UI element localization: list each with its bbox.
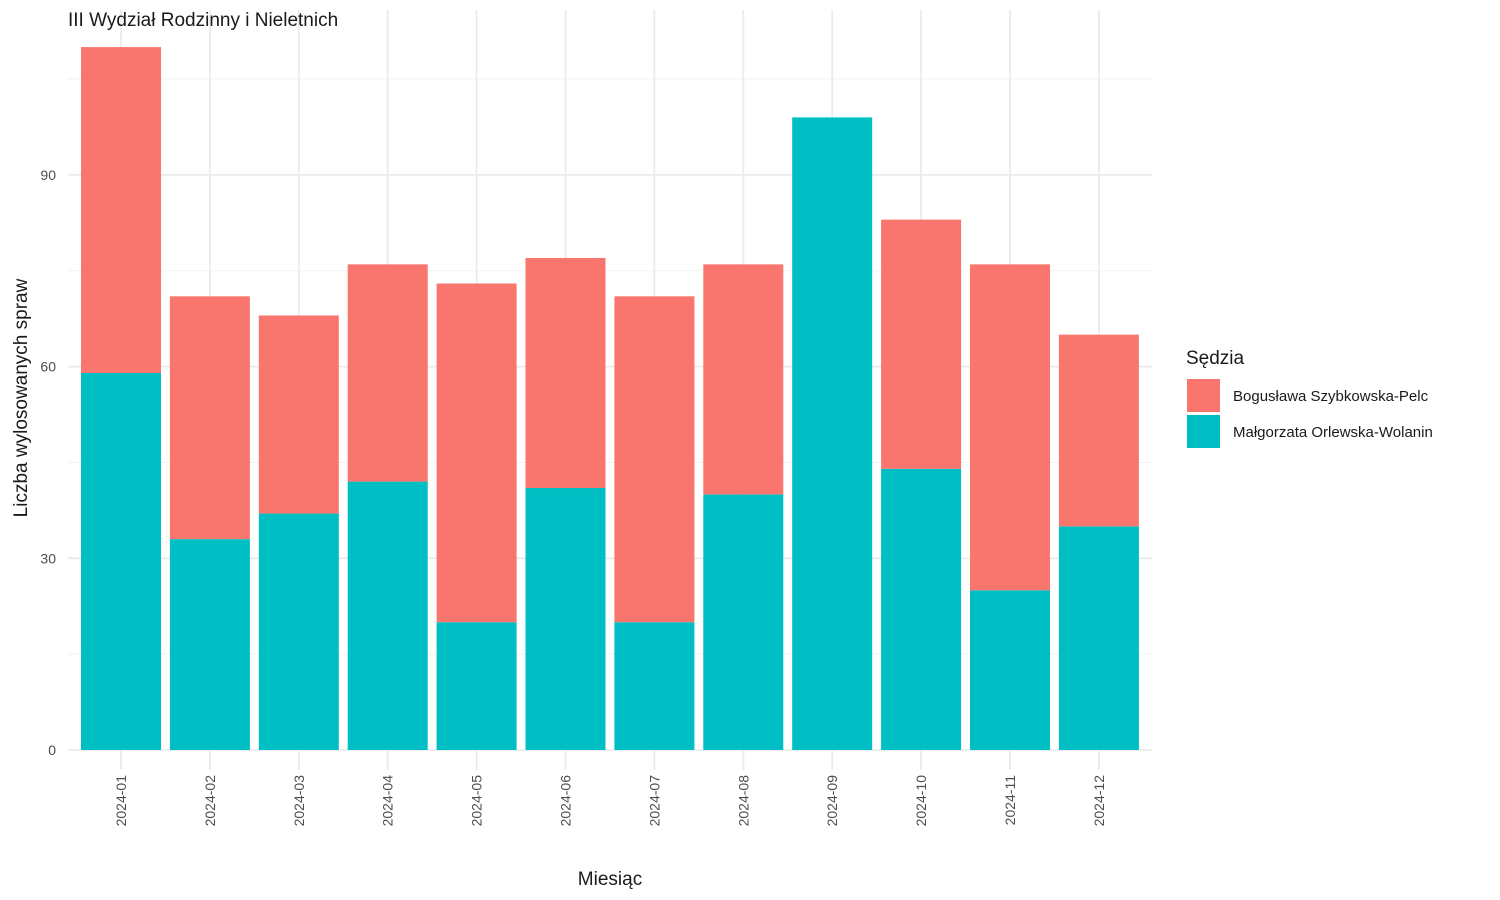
bar-segment xyxy=(703,264,784,495)
bar-segment xyxy=(169,296,250,540)
bar-segment xyxy=(881,468,962,750)
bar-segment xyxy=(614,296,695,623)
x-tick-label: 2024-10 xyxy=(913,775,929,827)
x-tick-label: 2024-12 xyxy=(1091,775,1107,827)
bar-segment xyxy=(970,590,1050,750)
bar-segment xyxy=(436,283,517,623)
y-tick-label: 0 xyxy=(48,742,56,758)
x-axis-title: Miesiąc xyxy=(578,869,642,890)
bar-segment xyxy=(347,264,428,482)
x-tick-label: 2024-06 xyxy=(558,775,574,827)
bar-segment xyxy=(792,117,873,750)
bar-segment xyxy=(1058,334,1139,527)
x-tick-label: 2024-01 xyxy=(113,775,129,827)
x-tick-label: 2024-02 xyxy=(202,775,218,827)
x-tick-label: 2024-05 xyxy=(469,775,485,827)
y-tick-label: 90 xyxy=(40,167,56,183)
legend-items: Bogusława Szybkowska-Pelc Małgorzata Orle… xyxy=(1187,379,1433,448)
bar-segment xyxy=(347,481,428,750)
legend-label: Małgorzata Orlewska-Wolanin xyxy=(1233,424,1433,441)
bar-segment xyxy=(614,622,695,750)
y-tick-label: 60 xyxy=(40,359,56,375)
x-tick-label: 2024-04 xyxy=(380,775,396,827)
legend-swatch xyxy=(1187,379,1220,412)
y-axis-title: Liczba wylosowanych spraw xyxy=(11,278,32,517)
legend-title: Sędzia xyxy=(1186,348,1245,369)
x-tick-label: 2024-03 xyxy=(291,775,307,827)
legend: Sędzia Bogusława Szybkowska-Pelc Małgorza… xyxy=(1186,348,1433,448)
y-axis-ticks: 0 30 60 90 xyxy=(40,167,56,758)
bars xyxy=(81,47,1139,750)
legend-label: Bogusława Szybkowska-Pelc xyxy=(1233,388,1429,405)
bar-segment xyxy=(169,539,250,750)
bar-segment xyxy=(258,513,339,750)
chart-title: III Wydział Rodzinny i Nieletnich xyxy=(68,10,338,31)
x-tick-label: 2024-09 xyxy=(824,775,840,827)
x-axis-ticks: 2024-01 2024-02 2024-03 2024-04 2024-05 2024-… xyxy=(113,775,1107,827)
bar-segment xyxy=(703,494,784,750)
bar-segment xyxy=(525,257,606,489)
bar-segment xyxy=(258,315,339,514)
bar-segment xyxy=(970,264,1050,591)
bar-segment xyxy=(1058,526,1139,750)
bar-segment xyxy=(881,219,962,469)
bar-segment xyxy=(81,372,161,750)
y-tick-label: 30 xyxy=(40,550,56,566)
x-tick-label: 2024-11 xyxy=(1002,775,1018,826)
x-tick-label: 2024-07 xyxy=(646,775,662,827)
bar-segment xyxy=(525,488,606,750)
bar-segment xyxy=(81,47,161,373)
legend-swatch xyxy=(1187,415,1220,448)
bar-segment xyxy=(436,622,517,750)
x-tick-label: 2024-08 xyxy=(735,775,751,827)
